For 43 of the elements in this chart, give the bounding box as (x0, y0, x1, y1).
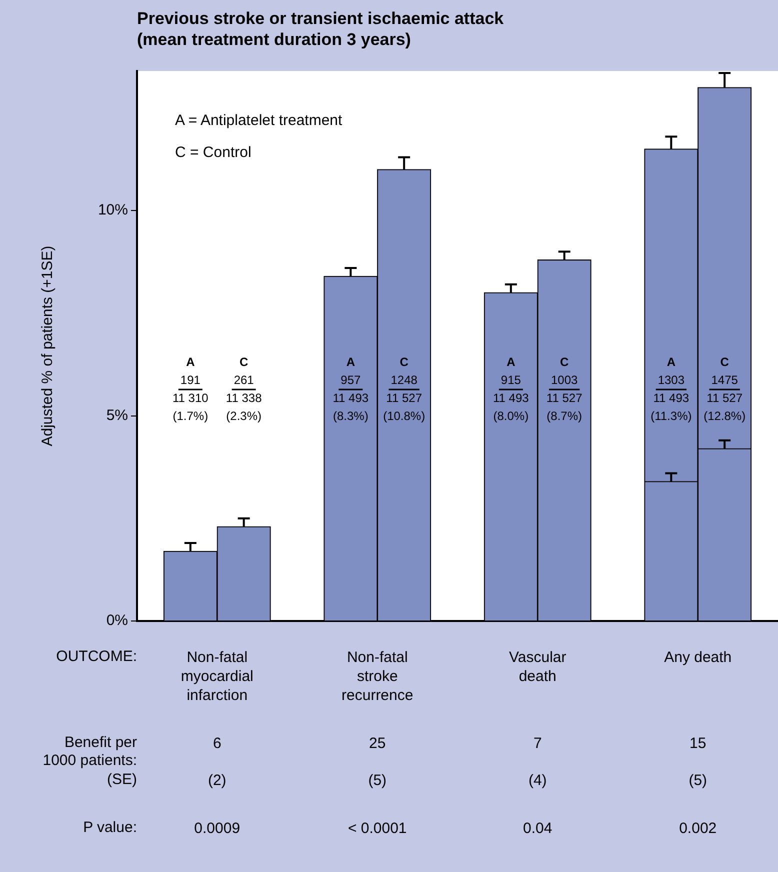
annotation: 1248 11 527 (10.8%) (383, 372, 426, 423)
text: 25 (368, 734, 387, 753)
text: Non-fatal myocardial infarction (180, 648, 254, 705)
text: 0.04 (522, 819, 554, 838)
text: (5) (367, 771, 388, 790)
annotation: A = Antiplatelet treatment (175, 112, 342, 129)
text: 0.002 (678, 819, 718, 838)
annotation: 261 11 338 (2.3%) (226, 372, 262, 423)
x-tick-label: C (720, 354, 730, 369)
text: Any death (663, 648, 733, 667)
annotation: 957 11 493 (8.3%) (332, 372, 369, 423)
annotation: C = Control (175, 144, 252, 161)
annotation: 915 11 493 (8.0%) (493, 372, 530, 423)
annotation: 1475 11 527 (12.8%) (704, 372, 746, 423)
y-tick-label: 0% (106, 612, 128, 630)
annotation: 191 11 310 (1.7%) (172, 372, 209, 423)
x-tick-label: A (346, 354, 356, 369)
text: 0.0009 (193, 819, 242, 838)
text: (SE) (106, 771, 137, 789)
text: 6 (212, 734, 222, 753)
text: 15 (688, 734, 708, 753)
annotation: 1303 11 493 (11.3%) (650, 372, 692, 423)
x-tick-label: C (239, 354, 248, 369)
x-tick-label: A (506, 354, 516, 369)
text: (5) (688, 771, 708, 790)
text: (4) (527, 771, 548, 790)
text: Benefit per 1000 patients: (42, 734, 137, 770)
annotation: 1003 11 527 (8.7%) (546, 372, 583, 423)
text: Non-fatal stroke recurrence (340, 648, 414, 705)
x-tick-label: C (560, 354, 569, 369)
x-tick-label: C (400, 354, 409, 369)
y-axis-title: Adjusted % of patients (+1SE) (39, 246, 56, 446)
x-tick-label: A (186, 354, 196, 369)
x-tick-label: A (666, 354, 676, 369)
text: OUTCOME: (55, 648, 137, 666)
text: < 0.0001 (346, 819, 408, 838)
text: 7 (532, 734, 543, 753)
text: P value: (82, 819, 137, 837)
text: (2) (206, 771, 228, 790)
chart-title: Previous stroke or transient ischaemic attack (mean treatment duration 3 years) (137, 8, 505, 50)
y-tick-label: 10% (98, 202, 128, 219)
text: Vascular death (508, 648, 568, 686)
y-tick-label: 5% (106, 406, 128, 424)
